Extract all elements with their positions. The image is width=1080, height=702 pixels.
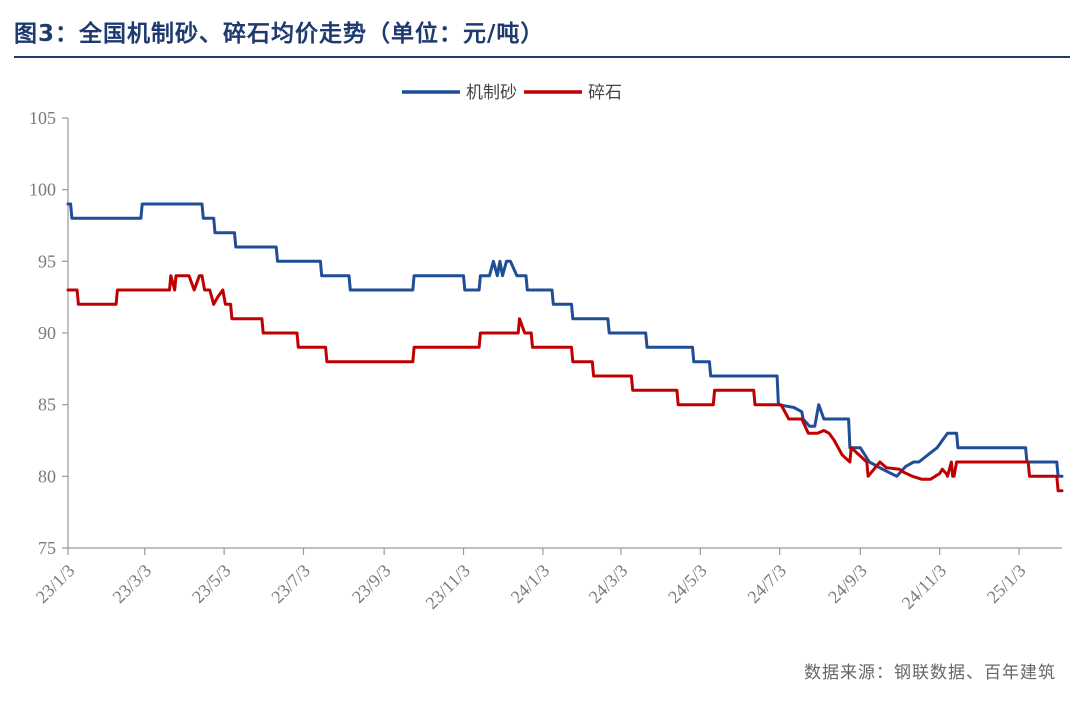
y-tick-label: 80	[38, 466, 56, 486]
x-tick-label: 23/1/3	[32, 560, 79, 607]
y-tick-label: 90	[38, 323, 56, 343]
x-tick-label: 24/5/3	[664, 560, 711, 607]
y-tick-label: 100	[29, 180, 56, 200]
x-tick-label: 24/1/3	[507, 560, 554, 607]
x-tick-label: 23/9/3	[348, 560, 395, 607]
series-line-crushed-stone	[66, 274, 1064, 493]
series-layer	[66, 202, 1064, 493]
x-tick-label: 24/3/3	[585, 560, 632, 607]
x-axis: 23/1/3 23/3/3 23/5/3 23/7/3 23/9/3 23/11/3 24/…	[32, 547, 1062, 613]
x-tick-label: 24/9/3	[824, 560, 871, 607]
x-tick-label: 23/11/3	[421, 560, 474, 613]
x-tick-label: 24/11/3	[898, 560, 951, 613]
legend: 机制砂 碎石	[402, 83, 622, 103]
chart-title: 图3：全国机制砂、碎石均价走势（单位：元/吨）	[14, 21, 545, 47]
legend-label-crushed-stone: 碎石	[588, 83, 622, 103]
x-tick-label: 25/1/3	[983, 560, 1030, 607]
y-tick-label: 75	[38, 538, 56, 558]
data-source-note: 数据来源：钢联数据、百年建筑	[804, 663, 1056, 683]
y-axis: 75 80 85 90 95 100 105	[29, 108, 69, 558]
x-tick-label: 24/7/3	[743, 560, 790, 607]
x-tick-label: 23/7/3	[267, 560, 314, 607]
legend-label-machine-sand: 机制砂	[466, 83, 517, 103]
title-underline	[14, 56, 1070, 58]
series-line-machine-sand	[66, 202, 1064, 478]
y-tick-label: 85	[38, 395, 56, 415]
x-tick-label: 23/5/3	[188, 560, 235, 607]
y-tick-label: 105	[29, 108, 56, 128]
x-tick-label: 23/3/3	[109, 560, 156, 607]
y-tick-label: 95	[38, 251, 56, 271]
